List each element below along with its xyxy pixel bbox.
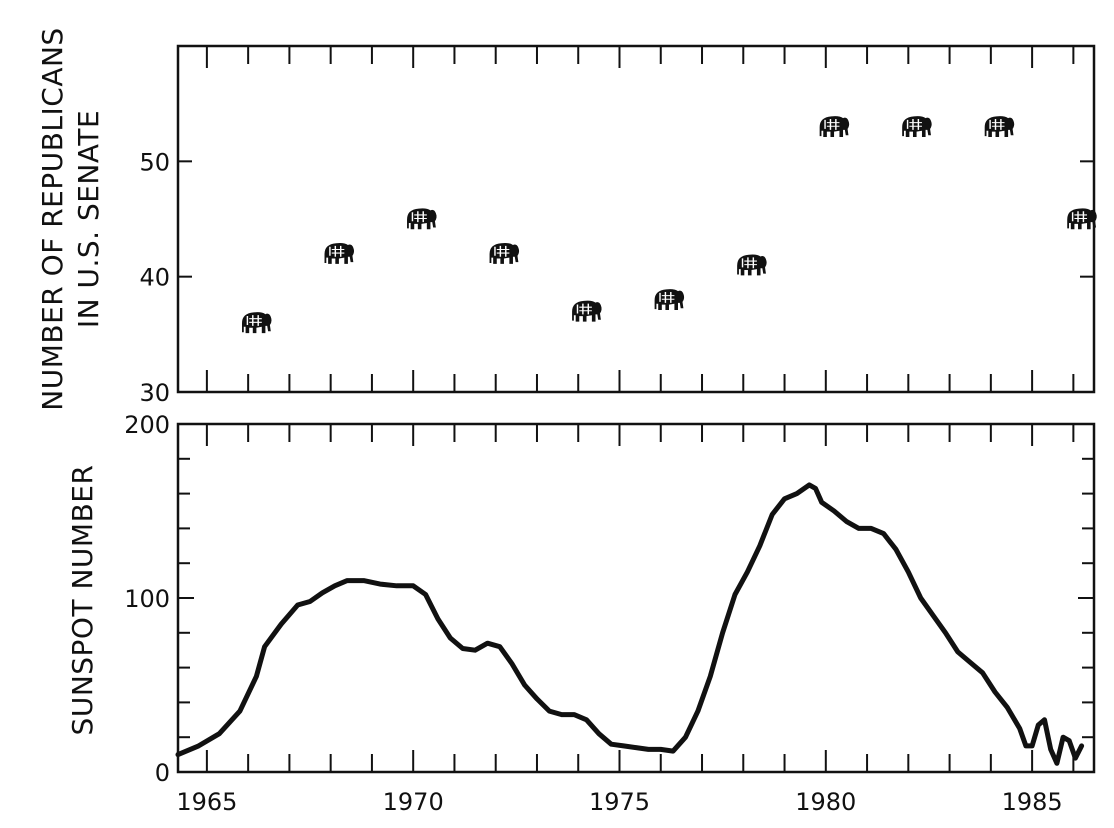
top-plot-frame	[176, 44, 1096, 394]
top-ylabel-line-2: IN U.S. SENATE	[72, 110, 105, 328]
y-tick-label: 100	[124, 585, 170, 613]
elephant-icon	[571, 299, 603, 323]
bottom-y-tick-labels: 0 100 200	[124, 411, 170, 787]
x-tick-label: 1980	[795, 788, 856, 816]
x-tick-label: 1970	[383, 788, 444, 816]
y-tick-label: 200	[124, 411, 170, 439]
top-ylabel-line-1: NUMBER OF REPUBLICANS	[36, 27, 69, 410]
elephant-icon	[323, 242, 355, 265]
bottom-ylabel: SUNSPOT NUMBER	[66, 465, 99, 736]
elephant-icon	[1066, 207, 1098, 231]
elephant-icon	[736, 253, 768, 277]
elephant-icon	[818, 115, 850, 138]
republicans-panel: 30 40 50 NUMBER OF REPUBLICANS IN U.S. SEN…	[36, 27, 1098, 411]
y-tick-label: 0	[155, 759, 170, 787]
elephant-icon	[488, 242, 520, 265]
top-ticks	[178, 46, 1094, 392]
x-tick-label: 1965	[176, 788, 237, 816]
y-tick-label: 50	[139, 148, 170, 176]
elephant-icon	[901, 115, 933, 138]
y-tick-label: 40	[139, 264, 170, 292]
elephant-icon	[983, 115, 1015, 138]
top-y-tick-labels: 30 40 50	[139, 148, 170, 407]
sunspot-series-line	[175, 482, 1085, 766]
elephant-markers	[241, 115, 1098, 334]
y-tick-label: 30	[139, 379, 170, 407]
x-tick-label: 1975	[589, 788, 650, 816]
elephant-icon	[241, 311, 273, 334]
elephant-icon	[653, 288, 685, 311]
sunspot-panel: 0 100 200 1965 1970 1975 1980 1985 SUNSPOT NUM…	[66, 411, 1096, 816]
elephant-icon	[406, 207, 438, 231]
bottom-x-tick-labels: 1965 1970 1975 1980 1985	[176, 788, 1062, 816]
bottom-ticks	[178, 424, 1094, 772]
x-tick-label: 1985	[1002, 788, 1063, 816]
